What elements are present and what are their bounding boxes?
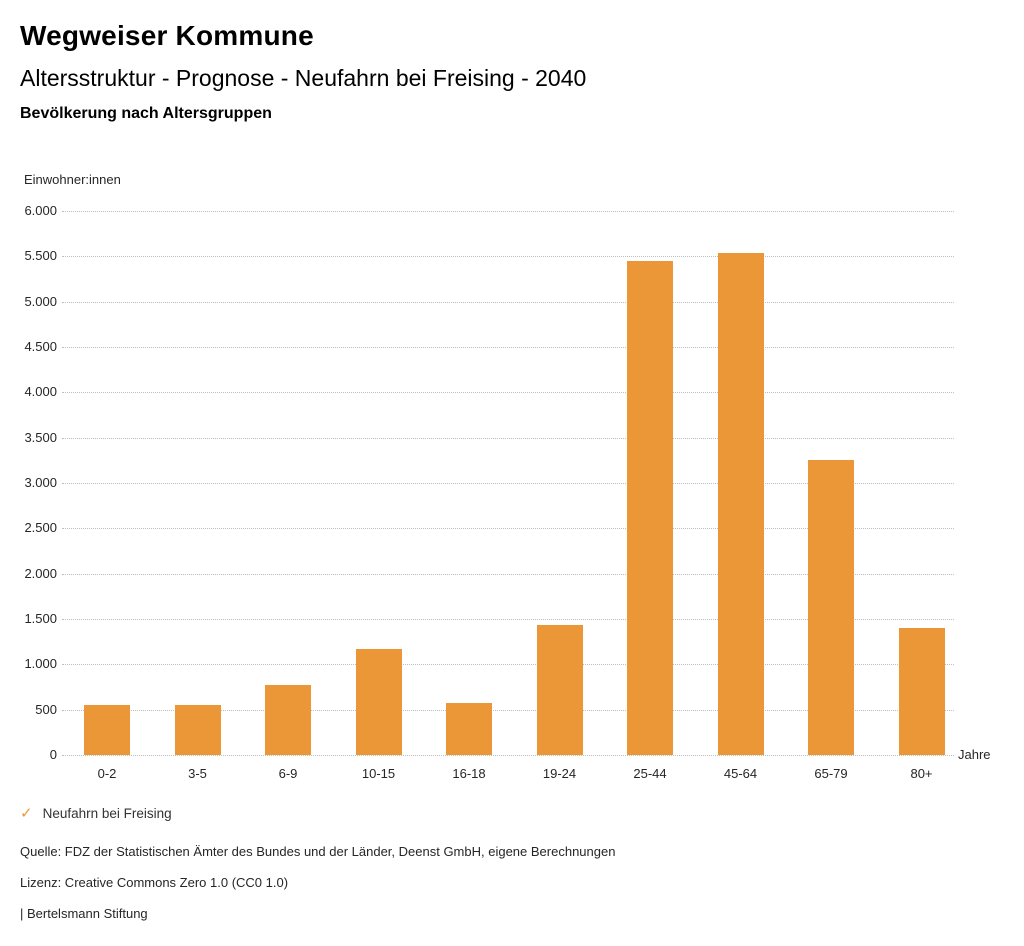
x-tick-label: 80+ xyxy=(910,766,933,781)
x-tick-label: 45-64 xyxy=(723,766,758,781)
bar-6-9[interactable] xyxy=(265,685,311,755)
gridline xyxy=(62,392,954,394)
license-text: Lizenz: Creative Commons Zero 1.0 (CC0 1… xyxy=(20,875,289,890)
y-axis-title: Einwohner:innen xyxy=(24,172,121,187)
x-tick-label: 10-15 xyxy=(361,766,396,781)
y-tick-label: 4.000 xyxy=(24,384,57,400)
bar-10-15[interactable] xyxy=(355,648,402,755)
y-tick-label: 4.500 xyxy=(24,339,57,354)
legend-item[interactable]: ✓ Neufahrn bei Freising xyxy=(20,804,172,822)
bar-19-24[interactable] xyxy=(536,625,583,755)
bar-25-44[interactable] xyxy=(627,260,673,755)
y-tick-label: 3.500 xyxy=(24,429,57,445)
x-tick-label: 16-18 xyxy=(452,766,486,781)
chart-title: Altersstruktur - Prognose - Neufahrn bei… xyxy=(20,65,587,91)
bar-16-18[interactable] xyxy=(446,702,492,755)
y-tick-label: 0 xyxy=(49,747,57,762)
y-tick-label: 3.000 xyxy=(24,475,57,490)
x-tick-label: 0-2 xyxy=(97,766,117,781)
legend-label: Neufahrn bei Freising xyxy=(42,805,172,821)
y-tick-label: 6.000 xyxy=(24,203,57,218)
gridline xyxy=(62,347,954,348)
x-tick-label: 25-44 xyxy=(633,766,667,781)
bar-0-2[interactable] xyxy=(84,704,130,755)
bar-45-64[interactable] xyxy=(717,252,764,755)
y-tick-label: 1.000 xyxy=(24,656,57,672)
gridline xyxy=(62,573,954,575)
y-tick-label: 2.500 xyxy=(24,520,57,536)
y-tick-label: 5.500 xyxy=(24,248,57,264)
x-tick-label: 3-5 xyxy=(188,766,207,781)
gridline xyxy=(62,664,954,666)
brand-text: | Bertelsmann Stiftung xyxy=(20,906,148,921)
x-tick-label: 6-9 xyxy=(278,766,298,781)
x-tick-label: 19-24 xyxy=(542,766,577,781)
gridline xyxy=(62,437,954,439)
y-tick-label: 5.000 xyxy=(24,293,57,309)
gridline xyxy=(62,301,954,303)
y-tick-label: 2.000 xyxy=(24,565,57,581)
source-text: Quelle: FDZ der Statistischen Ämter des … xyxy=(20,844,616,859)
bar-3-5[interactable] xyxy=(174,704,221,755)
gridline xyxy=(62,256,954,258)
x-tick-label: 65-79 xyxy=(814,766,848,781)
legend-check-icon: ✓ xyxy=(20,805,33,822)
gridline xyxy=(62,483,954,484)
x-axis-title: Jahre xyxy=(958,747,991,762)
y-tick-label: 1.500 xyxy=(24,611,57,626)
bar-80+[interactable] xyxy=(898,628,945,755)
chart-subtitle: Bevölkerung nach Altersgruppen xyxy=(20,105,272,122)
y-tick-label: 500 xyxy=(35,701,57,717)
gridline xyxy=(62,709,954,711)
gridline xyxy=(62,619,954,620)
bar-65-79[interactable] xyxy=(808,459,854,755)
gridline xyxy=(62,211,954,212)
app-title: Wegweiser Kommune xyxy=(20,20,314,51)
gridline xyxy=(62,755,954,756)
plot-area xyxy=(62,211,954,756)
gridline xyxy=(62,528,954,530)
